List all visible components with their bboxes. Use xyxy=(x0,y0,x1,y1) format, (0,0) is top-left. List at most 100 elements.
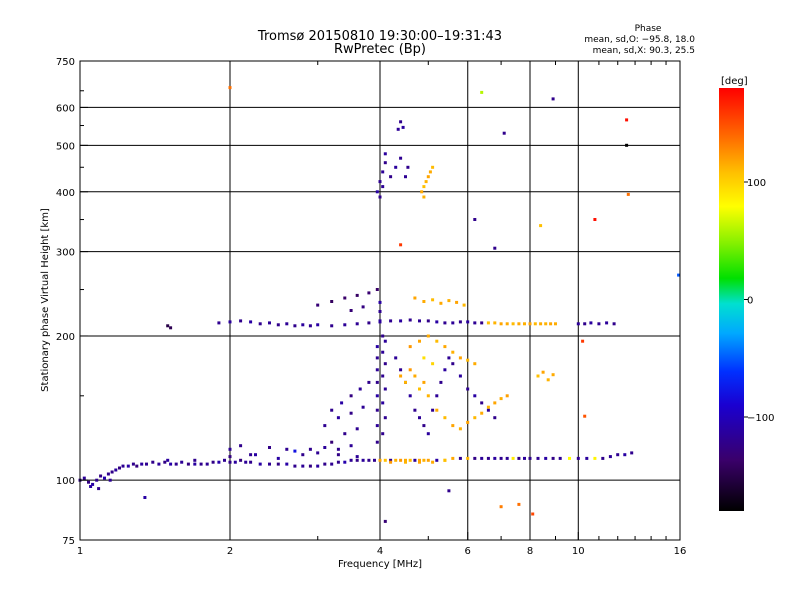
data-point xyxy=(612,322,616,326)
data-point xyxy=(389,458,393,462)
data-point xyxy=(528,456,532,460)
data-point xyxy=(623,453,627,457)
data-point xyxy=(505,456,509,460)
data-point xyxy=(493,401,497,405)
data-point xyxy=(466,387,470,391)
data-point xyxy=(383,161,387,165)
data-point xyxy=(217,321,221,325)
data-point xyxy=(422,356,426,360)
data-point xyxy=(593,218,597,221)
data-point xyxy=(422,185,426,189)
data-point xyxy=(626,192,630,196)
data-point xyxy=(418,460,421,464)
data-point xyxy=(268,462,271,466)
data-point xyxy=(193,462,197,466)
data-point xyxy=(151,460,155,464)
data-point xyxy=(361,405,365,409)
data-point xyxy=(285,447,289,451)
data-point xyxy=(511,322,515,326)
data-point xyxy=(458,320,462,324)
data-point xyxy=(473,321,477,325)
data-point xyxy=(228,455,232,459)
data-point xyxy=(394,458,398,462)
data-point xyxy=(343,323,347,327)
data-point xyxy=(605,321,609,325)
data-point xyxy=(426,458,430,462)
data-point xyxy=(413,458,417,462)
data-point xyxy=(308,324,312,328)
data-point xyxy=(355,322,359,326)
data-point xyxy=(244,460,248,464)
data-point xyxy=(531,512,535,516)
data-point xyxy=(462,303,466,307)
data-point xyxy=(435,458,439,462)
data-point xyxy=(169,326,173,330)
x-tick-label: 16 xyxy=(674,546,687,557)
data-point xyxy=(422,195,426,199)
data-point xyxy=(383,362,387,366)
data-point xyxy=(583,322,587,326)
data-point xyxy=(413,296,417,300)
data-point xyxy=(389,460,393,464)
data-point xyxy=(131,462,135,466)
data-point xyxy=(499,322,503,326)
data-point xyxy=(418,387,421,391)
data-point xyxy=(228,320,232,324)
data-point xyxy=(473,416,477,420)
y-tick-label: 300 xyxy=(56,248,75,259)
data-point xyxy=(276,323,280,327)
data-point xyxy=(89,485,93,488)
data-point xyxy=(316,303,320,307)
x-tick-label: 10 xyxy=(572,546,585,557)
data-point xyxy=(166,458,170,462)
data-point xyxy=(493,246,497,250)
data-point xyxy=(375,440,379,444)
data-point xyxy=(323,446,327,449)
data-point xyxy=(408,458,412,462)
data-point xyxy=(399,156,403,160)
data-point xyxy=(217,460,221,464)
data-point xyxy=(549,322,553,326)
data-point xyxy=(426,175,430,179)
data-point xyxy=(426,334,430,338)
data-point xyxy=(343,296,347,300)
data-point xyxy=(383,387,387,391)
data-point xyxy=(480,90,484,94)
data-point xyxy=(145,462,148,466)
data-point xyxy=(466,420,470,424)
data-point xyxy=(293,449,297,453)
data-point xyxy=(378,195,382,199)
data-point xyxy=(399,458,403,462)
data-point xyxy=(593,456,597,460)
data-point xyxy=(439,301,443,305)
data-point xyxy=(193,458,197,462)
data-point xyxy=(349,411,353,415)
data-point xyxy=(383,519,387,523)
data-point xyxy=(435,408,439,412)
data-point xyxy=(383,152,387,156)
data-point xyxy=(228,460,232,464)
phase-line-x: mean, sd,X: 90.3, 25.5 xyxy=(593,46,695,56)
data-point xyxy=(597,322,601,326)
data-point xyxy=(358,387,362,391)
data-point xyxy=(443,345,447,349)
data-point xyxy=(539,224,543,228)
y-tick-label: 750 xyxy=(56,57,75,68)
data-point xyxy=(375,380,379,384)
data-point xyxy=(551,97,555,101)
colorbar-ticks: 100 0 −100 xyxy=(744,178,774,424)
data-point xyxy=(447,356,451,360)
data-point xyxy=(608,455,612,459)
data-point xyxy=(349,444,353,448)
data-point xyxy=(82,476,86,480)
data-point xyxy=(375,394,379,398)
data-point xyxy=(399,368,403,372)
data-point xyxy=(473,456,477,460)
data-point xyxy=(367,291,371,295)
data-point xyxy=(330,462,334,466)
data-point xyxy=(551,373,555,377)
data-point xyxy=(523,322,526,326)
data-point xyxy=(276,462,280,466)
